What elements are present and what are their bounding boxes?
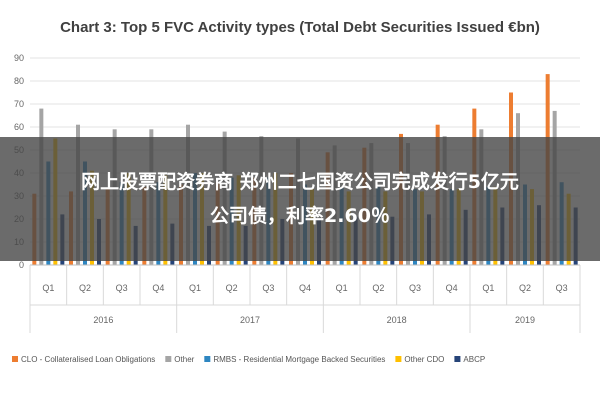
- y-tick-label: 60: [14, 122, 24, 132]
- x-group-label: 2017: [240, 315, 260, 325]
- x-tick-label: Q1: [189, 283, 201, 293]
- headline-overlay: 网上股票配资券商 郑州二七国资公司完成发行5亿元 公司债，利率2.60％: [0, 137, 600, 261]
- y-tick-label: 0: [19, 260, 24, 270]
- y-tick-label: 90: [14, 53, 24, 63]
- legend-swatch: [395, 356, 402, 362]
- x-tick-label: Q3: [409, 283, 421, 293]
- legend-swatch: [204, 356, 211, 362]
- x-axis: Q1 Q2 Q3 Q4 Q1 Q2 Q3 Q4 Q1 Q2 Q3 Q4 Q1 Q2 Q3 2016 2017 20…: [29, 264, 581, 333]
- y-tick-label: 80: [14, 76, 24, 86]
- x-tick-label: Q4: [152, 283, 164, 293]
- legend-label: Other CDO: [404, 355, 444, 364]
- x-group-label: 2018: [387, 315, 407, 325]
- legend-swatch: [454, 356, 461, 362]
- legend-label: CLO - Collateralised Loan Obligations: [21, 355, 155, 364]
- legend-swatch: [165, 356, 172, 362]
- legend: CLO - Collateralised Loan Obligations Oth…: [12, 355, 485, 364]
- x-tick-label: Q1: [336, 283, 348, 293]
- x-tick-label: Q4: [446, 283, 458, 293]
- x-group-label: 2016: [93, 315, 113, 325]
- x-group-label: 2019: [515, 315, 535, 325]
- y-tick-label: 70: [14, 99, 24, 109]
- x-tick-label: Q2: [519, 283, 531, 293]
- x-tick-label: Q3: [556, 283, 568, 293]
- headline-line-1: 网上股票配资券商 郑州二七国资公司完成发行5亿元: [81, 171, 519, 193]
- x-tick-label: Q2: [226, 283, 238, 293]
- legend-label: RMBS - Residential Mortgage Backed Secur…: [213, 355, 385, 364]
- x-tick-label: Q3: [262, 283, 274, 293]
- headline-line-2: 公司债，利率2.60％: [210, 205, 390, 227]
- chart-title: Chart 3: Top 5 FVC Activity types (Total…: [60, 19, 540, 36]
- x-tick-label: Q3: [116, 283, 128, 293]
- x-tick-label: Q2: [372, 283, 384, 293]
- x-tick-label: Q1: [42, 283, 54, 293]
- x-tick-label: Q2: [79, 283, 91, 293]
- legend-label: ABCP: [463, 355, 485, 364]
- x-tick-label: Q4: [299, 283, 311, 293]
- legend-label: Other: [174, 355, 194, 364]
- x-tick-label: Q1: [482, 283, 494, 293]
- legend-swatch: [12, 356, 18, 362]
